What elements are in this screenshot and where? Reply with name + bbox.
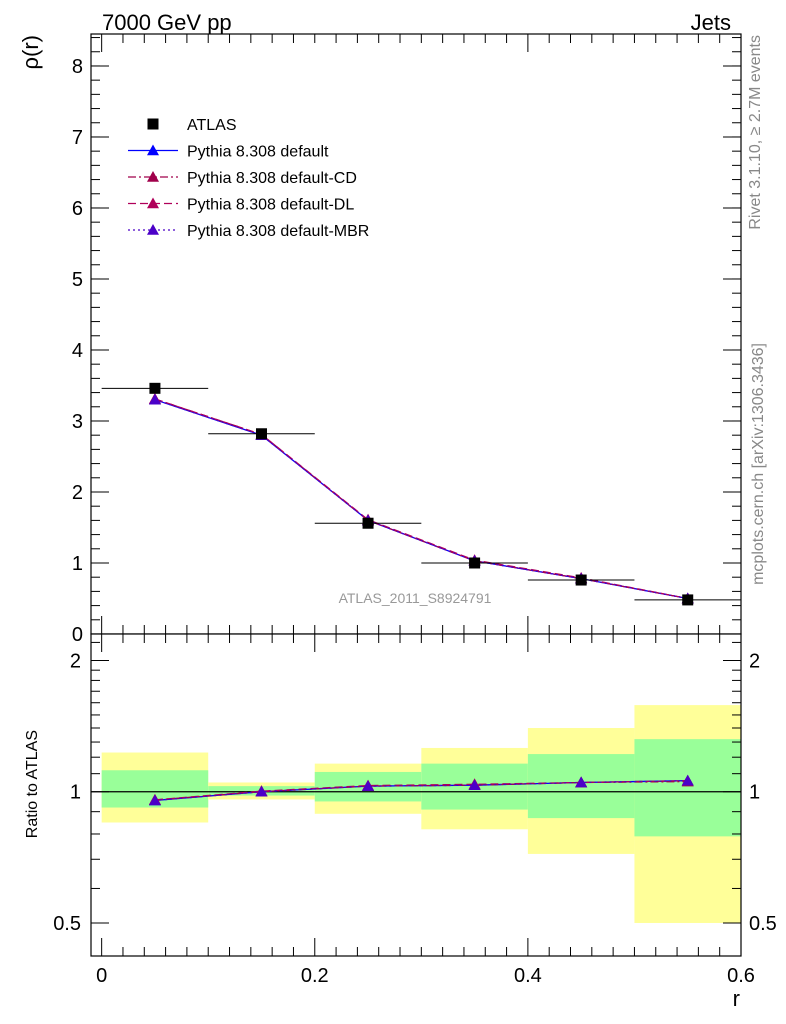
xtick-label: 0 [96, 965, 107, 987]
legend-marker [147, 171, 159, 182]
legend-marker [147, 118, 159, 130]
ratio-ytick-label-right: 2 [749, 650, 760, 672]
atlas-marker [682, 594, 694, 606]
legend-label: Pythia 8.308 default-CD [187, 170, 357, 187]
main-ytick-label: 8 [72, 56, 83, 78]
legend-label: Pythia 8.308 default-MBR [187, 223, 369, 240]
ratio-plot-frame [90, 633, 742, 957]
ratio-series-line [154, 780, 688, 801]
ratio-series-marker [148, 794, 161, 806]
ratio-panel: 0.5 0.5 1 1 2 2 0 0.2 0.4 0.6 [53, 633, 777, 987]
watermark: ATLAS_2011_S8924791 [339, 590, 492, 606]
ratio-ytick-label-right: 0.5 [749, 913, 777, 935]
legend: ATLAS Pythia 8.308 default Pythia 8.308 de… [128, 117, 369, 240]
ratio-series-marker [468, 779, 481, 791]
main-ytick-label: 3 [72, 411, 83, 433]
main-ytick-label: 1 [72, 553, 83, 575]
main-ytick-label: 4 [72, 340, 83, 362]
ratio-band-green [634, 739, 741, 837]
atlas-marker [362, 517, 374, 529]
ratio-ytick-label-right: 1 [749, 782, 760, 804]
ratio-ytick-label: 1 [70, 782, 81, 804]
main-ylabel: ρ(r) [18, 35, 43, 70]
header-left: 7000 GeV pp [102, 10, 232, 35]
main-ytick-label: 2 [72, 482, 83, 504]
main-series-line [154, 399, 688, 600]
ratio-series-marker [681, 774, 694, 786]
ratio-series-marker [255, 785, 268, 797]
legend-marker [147, 224, 159, 235]
side-label-bottom: mcplots.cern.ch [arXiv:1306.3436] [750, 343, 767, 585]
ratio-series-line [154, 780, 688, 802]
main-plot-frame [90, 33, 742, 635]
atlas-marker [469, 557, 481, 569]
ratio-ytick-label: 0.5 [53, 913, 81, 935]
main-panel: 0 1 2 3 4 5 6 7 8 [72, 33, 742, 646]
xtick-label: 0.6 [727, 965, 755, 987]
header-right: Jets [691, 10, 731, 35]
legend-marker [147, 197, 159, 209]
ratio-ylabel: Ratio to ATLAS [24, 730, 41, 838]
atlas-marker [255, 428, 267, 440]
legend-label: Pythia 8.308 default-DL [187, 197, 354, 214]
main-ytick-label: 6 [72, 198, 83, 220]
main-series-marker [148, 393, 161, 405]
atlas-marker [575, 574, 587, 586]
ratio-ytick-label: 2 [70, 650, 81, 672]
main-ytick-label: 0 [72, 624, 83, 646]
legend-marker [147, 144, 159, 156]
side-label-top: Rivet 3.1.10, ≥ 2.7M events [747, 35, 764, 230]
xtick-label: 0.4 [514, 965, 542, 987]
xlabel: r [733, 986, 740, 1011]
main-ytick-label: 7 [72, 127, 83, 149]
atlas-marker [149, 382, 161, 394]
ratio-series-marker [362, 780, 375, 791]
ratio-series-marker [575, 776, 588, 788]
legend-label: ATLAS [187, 117, 237, 134]
main-ytick-label: 5 [72, 269, 83, 291]
xtick-label: 0.2 [301, 965, 329, 987]
main-series-line [154, 398, 688, 600]
legend-label: Pythia 8.308 default [187, 144, 329, 161]
